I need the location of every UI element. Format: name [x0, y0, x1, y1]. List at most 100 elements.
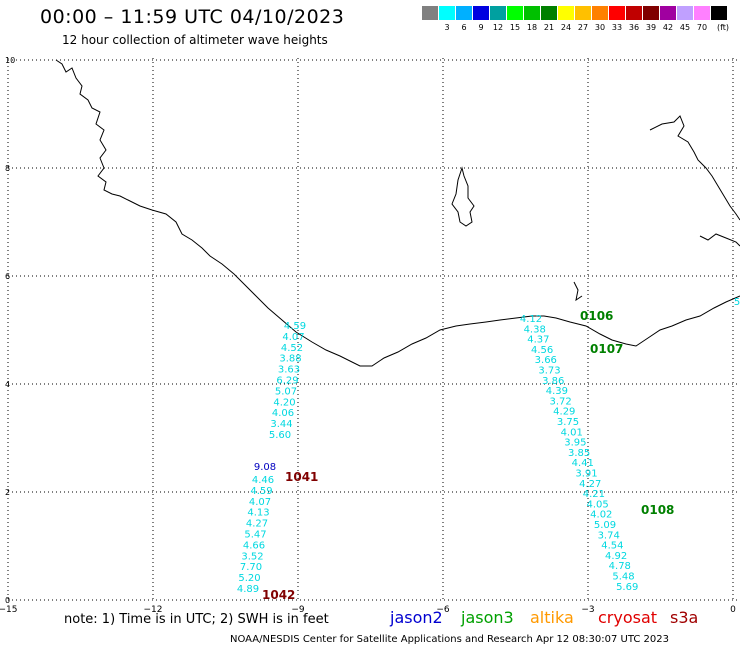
wave-height-value: 3.91 [575, 469, 597, 480]
legend-label: 3 [444, 23, 450, 32]
wave-height-value: 5.69 [616, 582, 638, 593]
satellite-name-jason3: jason3 [461, 608, 514, 627]
wave-height-value: 5 [734, 297, 740, 308]
mainland-coast [55, 59, 740, 367]
satellite-name-altika: altika [530, 608, 574, 627]
legend-swatch [473, 6, 489, 20]
y-tick-label: 6 [5, 272, 10, 281]
wave-height-value: 4.41 [572, 458, 594, 469]
pass-id-label: 0107 [590, 342, 623, 356]
x-tick-label: −6 [436, 605, 450, 615]
legend-swatch [439, 6, 455, 20]
wave-height-value: 4.06 [272, 408, 294, 419]
island-coast [451, 166, 475, 227]
wave-height-value: 4.54 [601, 541, 623, 552]
wave-height-value: 3.74 [598, 530, 620, 541]
x-tick-label: −15 [0, 605, 18, 615]
wave-height-value: 7.70 [240, 562, 262, 573]
coastline [55, 59, 740, 367]
wave-height-value: 4.78 [609, 561, 631, 572]
small-peninsula [573, 281, 583, 302]
credit-line: NOAA/NESDIS Center for Satellite Applica… [230, 634, 669, 645]
wave-height-value: 4.29 [553, 407, 575, 418]
wave-height-value: 3.86 [542, 376, 564, 387]
wave-height-value: 4.92 [605, 551, 627, 562]
legend-swatch [575, 6, 591, 20]
wave-height-value: 5.48 [612, 572, 634, 583]
legend-label: 27 [577, 23, 589, 32]
pass-id-label: 0106 [580, 309, 613, 323]
legend-label: 15 [509, 23, 521, 32]
legend-swatch [677, 6, 693, 20]
legend-label: 70 [696, 23, 708, 32]
wave-height-value: 4.52 [281, 343, 303, 354]
satellite-name-jason2: jason2 [390, 608, 443, 627]
wave-height-value: 3.85 [568, 448, 590, 459]
wave-height-value: 6.29 [276, 376, 298, 387]
wave-height-value: 4.66 [243, 540, 265, 551]
wave-height-value: 4.27 [579, 479, 601, 490]
legend-label: 42 [662, 23, 674, 32]
wave-height-value: 4.39 [546, 386, 568, 397]
x-tick-label: −12 [144, 605, 163, 615]
legend-swatch [643, 6, 659, 20]
map-grid [7, 58, 740, 601]
x-tick-label: −3 [581, 605, 594, 615]
wave-height-value: 5.20 [238, 573, 260, 584]
wave-height-value: 5.47 [244, 530, 266, 541]
pass-id-label: 0108 [641, 503, 674, 517]
legend-label: 12 [492, 23, 504, 32]
legend-swatch [456, 6, 472, 20]
wave-height-value: 4.05 [586, 499, 608, 510]
legend-swatch [524, 6, 540, 20]
satellite-name-s3a: s3a [670, 608, 699, 627]
wave-height-value: 5.07 [275, 386, 297, 397]
legend-swatch [422, 6, 438, 20]
pass-labels: 1041 1042 0106 0107 0108 [262, 309, 674, 602]
wave-height-value: 4.20 [273, 397, 295, 408]
legend-swatch [490, 6, 506, 20]
legend-label: 6 [461, 23, 467, 32]
y-tick-label: 10 [5, 56, 15, 65]
y-tick-label: 0 [5, 596, 10, 605]
legend-label: 18 [526, 23, 538, 32]
legend-swatch [558, 6, 574, 20]
wave-height-value: 4.21 [583, 489, 605, 500]
satellite-name-cryosat: cryosat [598, 608, 658, 627]
wave-height-value: 3.63 [278, 365, 300, 376]
map-title: 00:00 – 11:59 UTC 04/10/2023 [40, 6, 345, 28]
y-tick-label: 2 [5, 488, 10, 497]
wave-height-value: 3.73 [538, 366, 560, 377]
wave-height-value: 3.72 [549, 396, 571, 407]
legend-swatch [541, 6, 557, 20]
legend-swatch [694, 6, 710, 20]
wave-height-value: 3.44 [270, 419, 292, 430]
wave-height-value: 4.01 [561, 427, 583, 438]
legend-label: 39 [645, 23, 657, 32]
legend-swatch [626, 6, 642, 20]
wave-height-value: 4.07 [249, 497, 271, 508]
legend-swatch [507, 6, 523, 20]
wave-height-value: 4.07 [282, 332, 304, 343]
wave-height-value: 4.38 [524, 324, 546, 335]
wave-height-value: 4.89 [237, 584, 259, 595]
footnote: note: 1) Time is in UTC; 2) SWH is in fe… [64, 612, 329, 627]
legend-unit: (ft) [717, 23, 730, 32]
wave-height-value: 4.27 [246, 519, 268, 530]
wave-height-value: 5.09 [594, 520, 616, 531]
y-tick-label: 4 [5, 380, 10, 389]
wave-height-value: 9.08 [254, 462, 276, 473]
legend-swatch [660, 6, 676, 20]
east-coast-fragment [699, 233, 740, 247]
legend-label: 45 [679, 23, 691, 32]
wave-height-value: 4.59 [250, 486, 272, 497]
wave-height-value: 3.88 [279, 354, 301, 365]
y-tick-label: 8 [5, 164, 10, 173]
x-tick-label: 0 [730, 605, 736, 615]
wave-height-value: 3.52 [241, 551, 263, 562]
pass-id-label: 1042 [262, 588, 295, 602]
legend-label: 33 [611, 23, 623, 32]
legend-label: 36 [628, 23, 640, 32]
wave-height-value: 4.59 [284, 321, 306, 332]
